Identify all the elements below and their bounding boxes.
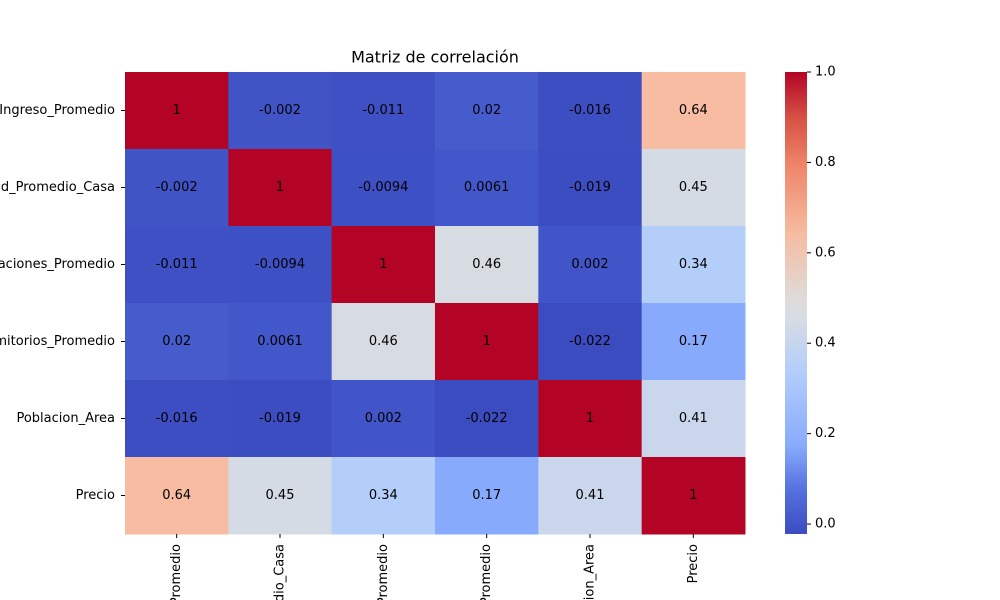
heatmap-cell [435, 303, 539, 381]
heatmap-cell [538, 72, 643, 150]
cell-label: 0.46 [472, 257, 501, 272]
cell-label: 0.02 [472, 103, 501, 118]
cell-label: -0.002 [156, 180, 198, 195]
heatmap-cell [125, 226, 229, 304]
heatmap-cell [125, 380, 229, 458]
heatmap-cell [435, 72, 539, 150]
heatmap-cell [331, 72, 436, 150]
x-tick-label: Habitaciones_Promedio [376, 544, 391, 600]
colorbar-tick-label: 0.0 [815, 517, 836, 532]
x-tick-label: Poblacion_Area [583, 544, 598, 600]
colorbar-tick-label: 0.8 [815, 155, 836, 170]
colorbar-tick-label: 0.4 [815, 336, 836, 351]
heatmap-cell [125, 457, 229, 535]
cell-label: 0.45 [679, 180, 708, 195]
cell-label: 0.46 [369, 334, 398, 349]
cell-label: 1 [689, 488, 697, 503]
cell-label: -0.019 [259, 411, 301, 426]
y-tick-label: Ingreso_Promedio [0, 103, 115, 118]
y-tick-label: Precio [76, 488, 115, 503]
cell-label: 0.45 [266, 488, 295, 503]
cell-label: 0.002 [365, 411, 402, 426]
colorbar [785, 72, 807, 534]
cell-label: 1 [173, 103, 181, 118]
cell-label: -0.011 [156, 257, 198, 272]
cell-label: -0.016 [569, 103, 611, 118]
heatmap-cell [538, 149, 643, 227]
heatmap-cell [331, 149, 436, 227]
heatmap-cell [331, 303, 436, 381]
heatmap-cell [641, 226, 746, 304]
y-tick-label: Poblacion_Area [16, 411, 115, 426]
cell-label: 0.17 [472, 488, 501, 503]
cell-label: 0.41 [576, 488, 605, 503]
heatmap-cell [641, 149, 746, 227]
cell-label: 1 [586, 411, 594, 426]
cell-label: -0.0094 [255, 257, 305, 272]
heatmap-cell [641, 303, 746, 381]
cell-label: -0.019 [569, 180, 611, 195]
heatmap-cell [228, 72, 333, 150]
heatmap-cell [435, 149, 539, 227]
colorbar-tick-label: 0.2 [815, 426, 836, 441]
heatmap-cell [228, 380, 333, 458]
heatmap-cell [538, 303, 643, 381]
cell-label: 1 [483, 334, 491, 349]
heatmap-cell [125, 72, 229, 150]
cell-label: 0.64 [162, 488, 191, 503]
heatmap-cell [228, 226, 333, 304]
cell-label: 0.41 [679, 411, 708, 426]
cell-label: 0.02 [162, 334, 191, 349]
x-tick-label: Antiguedad_Promedio_Casa [273, 544, 288, 600]
heatmap-cell [331, 457, 436, 535]
y-tick-label: Habitaciones_Promedio [0, 257, 115, 272]
heatmap-cell [435, 457, 539, 535]
heatmap-cell [641, 380, 746, 458]
x-tick-label: Precio [686, 544, 701, 583]
cell-label: 0.002 [571, 257, 608, 272]
heatmap-cell [641, 72, 746, 150]
heatmap-cell [435, 226, 539, 304]
cell-label: 0.34 [369, 488, 398, 503]
cell-label: 1 [379, 257, 387, 272]
colorbar-tick-label: 0.6 [815, 245, 836, 260]
cell-label: -0.016 [156, 411, 198, 426]
cell-label: 0.0061 [464, 180, 510, 195]
cell-label: -0.011 [362, 103, 404, 118]
heatmap-cell [435, 380, 539, 458]
cell-label: -0.022 [466, 411, 508, 426]
colorbar-tick-label: 1.0 [815, 65, 836, 80]
heatmap-cell [641, 457, 746, 535]
cell-label: 1 [276, 180, 284, 195]
cell-label: -0.002 [259, 103, 301, 118]
cell-label: 0.17 [679, 334, 708, 349]
cell-label: -0.0094 [358, 180, 408, 195]
cell-label: 0.34 [679, 257, 708, 272]
y-tick-label: Antiguedad_Promedio_Casa [0, 180, 115, 195]
heatmap-cell [538, 457, 643, 535]
heatmap-cell [228, 457, 333, 535]
heatmap-cell [228, 303, 333, 381]
heatmap-cell [228, 149, 333, 227]
x-tick-label: Ingreso_Promedio [169, 544, 184, 600]
heatmap-cell [331, 226, 436, 304]
cell-label: -0.022 [569, 334, 611, 349]
x-tick-label: Dormitorios_Promedio [479, 544, 494, 600]
heatmap-cell [538, 226, 643, 304]
chart-title: Matriz de correlación [351, 48, 519, 67]
cell-label: 0.0061 [257, 334, 303, 349]
heatmap-cell [538, 380, 643, 458]
cell-label: 0.64 [679, 103, 708, 118]
heatmap-cell [331, 380, 436, 458]
heatmap-cell [125, 303, 229, 381]
heatmap-cell [125, 149, 229, 227]
y-tick-label: Dormitorios_Promedio [0, 334, 115, 349]
